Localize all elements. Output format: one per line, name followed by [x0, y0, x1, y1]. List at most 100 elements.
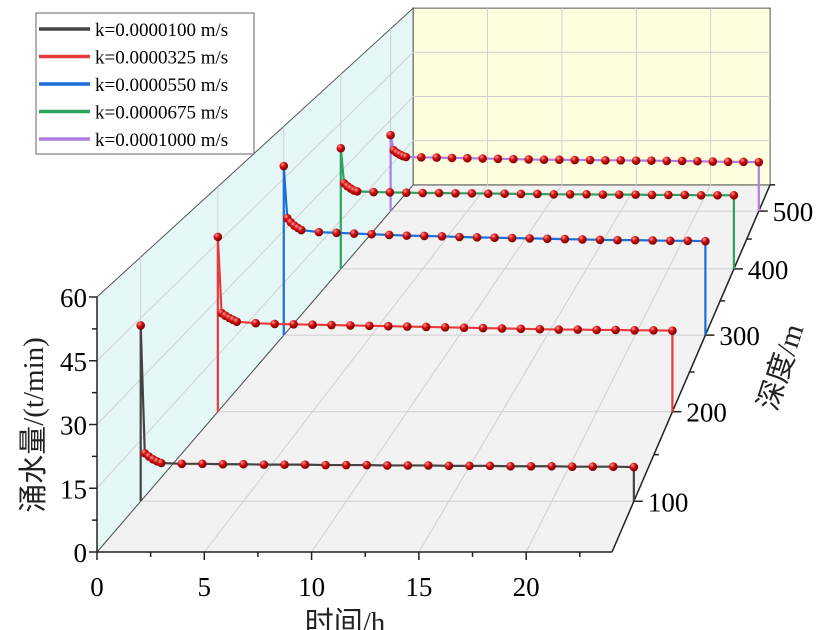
data-point [630, 325, 639, 335]
data-point [289, 319, 298, 329]
data-point [598, 190, 608, 199]
data-point [542, 234, 552, 244]
data-point [708, 157, 718, 166]
data-point [582, 189, 591, 199]
floor-gridline-x [525, 184, 712, 553]
data-point [507, 233, 517, 243]
data-point [648, 236, 657, 245]
data-point [560, 234, 570, 244]
data-point [365, 321, 374, 331]
data-point [614, 190, 624, 199]
data-point [136, 321, 145, 330]
data-point [401, 152, 411, 162]
data-point [497, 324, 507, 333]
data-point [213, 232, 223, 242]
data-point [455, 232, 464, 242]
data-point [384, 230, 394, 240]
data-point [565, 189, 575, 199]
z-tick-label: 60 [60, 283, 87, 313]
data-point [630, 235, 640, 245]
data-point [629, 462, 639, 472]
data-point [647, 190, 657, 200]
data-point [451, 189, 460, 198]
data-point [567, 462, 577, 471]
series-200 [213, 232, 677, 412]
data-point [218, 459, 228, 469]
data-point [383, 321, 393, 331]
data-point [332, 228, 341, 238]
series-300 [279, 161, 710, 336]
data-point [516, 189, 526, 199]
wall-gridline-z [96, 96, 414, 425]
data-point [402, 322, 412, 331]
data-point [447, 153, 457, 163]
y-axis-title: 深度/m [752, 319, 811, 414]
legend-label: k=0.0000325 m/s [95, 48, 228, 69]
data-point [662, 156, 672, 166]
data-point [336, 143, 346, 153]
x-tick-label: 5 [198, 572, 212, 602]
data-point [369, 187, 378, 197]
data-point [444, 461, 454, 471]
depth-axis-line [611, 184, 771, 553]
data-point [467, 189, 477, 198]
data-point [352, 187, 362, 196]
z-tick-label: 15 [60, 474, 87, 504]
data-point [346, 321, 355, 330]
data-point [631, 156, 641, 165]
data-point [696, 190, 706, 200]
data-point [478, 323, 488, 333]
depth-tick-label: 100 [648, 487, 689, 517]
data-point [570, 155, 580, 165]
data-point [279, 161, 289, 171]
data-point [382, 461, 392, 470]
axes: 0 15 30 45 60 0 5 10 15 20 100 200 300 400 500 [60, 184, 813, 602]
data-point [611, 325, 620, 335]
series-group [136, 130, 764, 502]
gridlines [96, 8, 771, 553]
x-tick-label: 20 [513, 572, 540, 602]
data-point [595, 235, 605, 245]
data-point [578, 235, 587, 244]
data-point [585, 155, 595, 165]
data-point [402, 231, 412, 240]
depth-tick-label: 400 [748, 255, 789, 285]
series-500 [386, 130, 764, 212]
data-point [506, 461, 515, 471]
data-point [549, 189, 559, 199]
data-point [478, 154, 487, 163]
series-400 [336, 143, 739, 269]
data-point [198, 459, 207, 469]
z-tick-label: 30 [60, 411, 87, 441]
data-point [432, 153, 441, 162]
data-point [463, 153, 472, 163]
data-point [465, 461, 474, 471]
legend-label: k=0.0001000 m/s [95, 130, 228, 151]
data-point [314, 227, 324, 237]
data-point [664, 190, 673, 200]
depth-tick-label: 300 [719, 321, 760, 351]
floor-gridline-x [418, 184, 637, 553]
data-point [665, 236, 675, 246]
data-point [554, 325, 564, 334]
data-point [723, 157, 733, 167]
z-tick-label: 45 [60, 347, 87, 377]
data-point [500, 189, 509, 198]
data-point [362, 460, 372, 470]
z-axis-title: 涌水量/(t/min) [17, 337, 50, 513]
data-point [701, 236, 710, 246]
wall-gridline-z [96, 140, 414, 489]
data-point [386, 130, 395, 140]
x-tick-label: 15 [405, 572, 432, 602]
data-point [367, 229, 376, 239]
data-point [156, 458, 166, 468]
data-point [526, 461, 536, 471]
data-point [420, 231, 429, 241]
data-point [297, 225, 306, 235]
data-point [509, 154, 518, 164]
data-point [547, 461, 556, 471]
data-point [251, 318, 261, 328]
z-tick-label: 0 [74, 538, 88, 568]
data-point [493, 154, 503, 164]
